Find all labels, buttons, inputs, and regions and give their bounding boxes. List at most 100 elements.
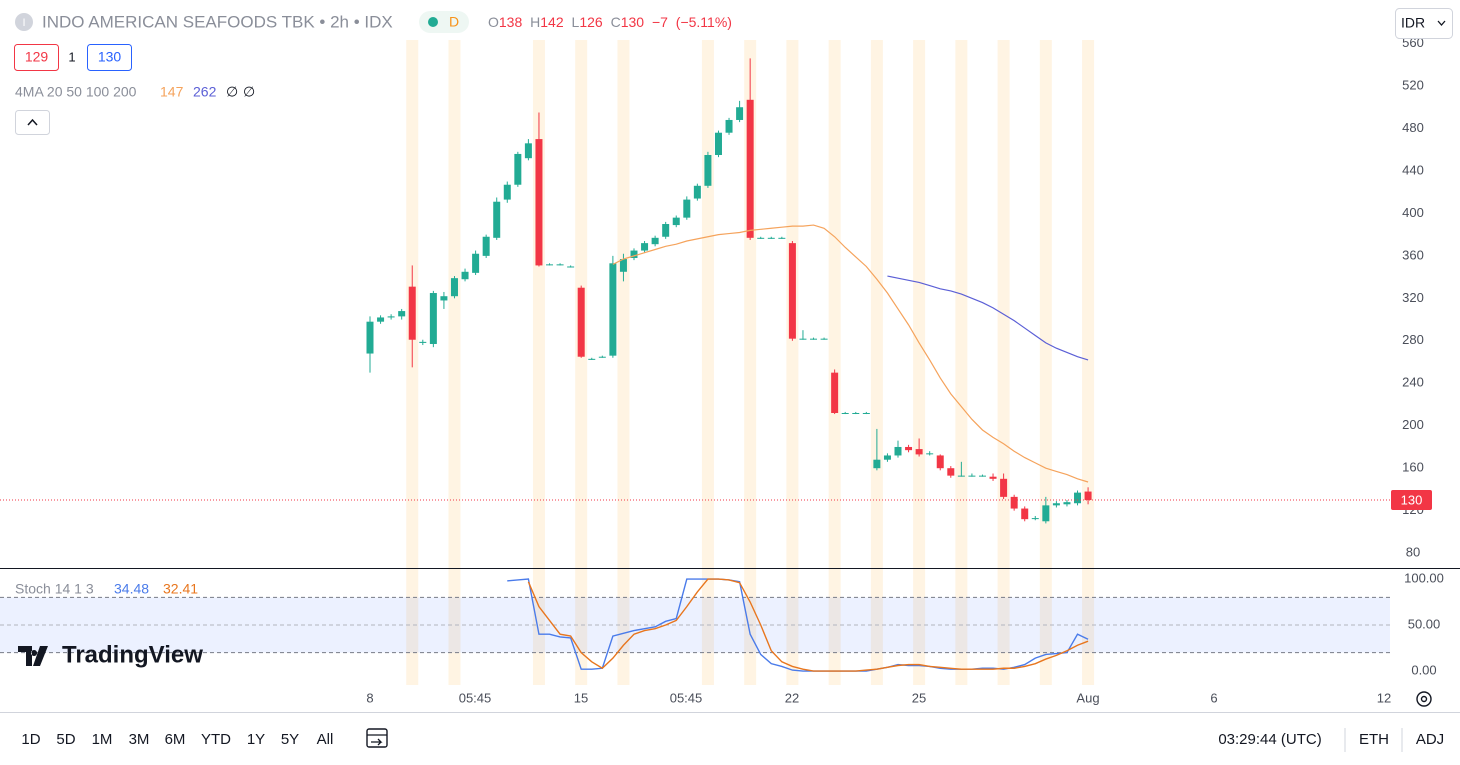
- period-button[interactable]: All: [317, 731, 334, 748]
- buy-price[interactable]: 130: [98, 49, 122, 65]
- y-tick-label: 160: [1402, 460, 1424, 475]
- x-tick-label: 8: [366, 690, 373, 705]
- candle-body: [546, 264, 554, 266]
- candle-body: [683, 199, 691, 218]
- settings-icon-core: [1420, 695, 1428, 703]
- y-tick-label: 320: [1402, 290, 1424, 305]
- x-tick-label: 12: [1377, 690, 1391, 705]
- symbol-title[interactable]: INDO AMERICAN SEAFOODS TBK • 2h • IDX: [42, 12, 393, 31]
- y-tick-label: 440: [1402, 162, 1424, 177]
- period-button[interactable]: 3M: [129, 731, 150, 748]
- period-button[interactable]: 1D: [21, 731, 40, 748]
- candle-body: [1063, 502, 1071, 505]
- candle-body: [366, 321, 374, 354]
- candle-body: [672, 217, 680, 226]
- candle-body: [398, 311, 406, 317]
- candle-body: [651, 237, 659, 245]
- candle-body: [1031, 518, 1039, 520]
- symbol-icon: [15, 13, 33, 31]
- candle-body: [1084, 491, 1092, 501]
- candle-body: [609, 263, 617, 356]
- ma-legend-label[interactable]: 4MA 20 50 100 200: [15, 84, 137, 100]
- candle-body: [408, 286, 416, 340]
- candle-body: [820, 338, 828, 340]
- candle-body: [693, 185, 701, 199]
- candle-body: [926, 453, 934, 455]
- candle-body: [746, 99, 754, 238]
- series-line: [887, 275, 1089, 361]
- logo-mark: [18, 646, 48, 666]
- settings-icon[interactable]: [1416, 691, 1432, 707]
- candle-body: [831, 372, 839, 413]
- session-stripe: [913, 40, 926, 685]
- ohlc-key: O: [488, 14, 499, 30]
- candle-body: [957, 475, 965, 477]
- session-stripe: [955, 40, 968, 685]
- candle-body: [419, 341, 427, 343]
- sell-price[interactable]: 129: [25, 49, 49, 65]
- adjust-toggle[interactable]: ADJ: [1416, 731, 1444, 748]
- session-stripe: [870, 40, 883, 685]
- candle-body: [725, 119, 733, 133]
- session-stripe: [1039, 40, 1052, 685]
- candle-body: [767, 237, 775, 239]
- y-tick-label: 200: [1402, 417, 1424, 432]
- collapse-button[interactable]: [15, 110, 50, 135]
- period-button[interactable]: 1M: [92, 731, 113, 748]
- ma100-value: ∅: [226, 84, 238, 100]
- ohlc-key: L: [572, 14, 580, 30]
- period-button[interactable]: 6M: [165, 731, 186, 748]
- candle-body: [577, 287, 585, 357]
- session-stripe: [575, 40, 588, 685]
- candle-body: [630, 250, 638, 258]
- session-flag: D: [449, 14, 459, 30]
- sell-button[interactable]: [14, 44, 59, 71]
- candle-body: [556, 264, 564, 266]
- buy-button[interactable]: [87, 44, 132, 71]
- currency-button[interactable]: [1395, 8, 1453, 39]
- y-tick-label: 100.00: [1404, 570, 1444, 585]
- stoch-k-value: 34.48: [114, 581, 149, 597]
- ma200-value: ∅: [243, 84, 255, 100]
- stoch-d-value: 32.41: [163, 581, 198, 597]
- y-tick-label: 80: [1406, 545, 1420, 560]
- candle-body: [524, 143, 532, 159]
- period-button[interactable]: 5Y: [281, 731, 299, 748]
- y-tick-label: 280: [1402, 332, 1424, 347]
- candle-body: [472, 253, 480, 273]
- currency[interactable]: IDR: [1401, 15, 1425, 31]
- clock[interactable]: 03:29:44 (UTC): [1218, 731, 1321, 748]
- candle-body: [947, 468, 955, 476]
- candle-body: [1052, 503, 1060, 506]
- change: −7: [652, 14, 668, 30]
- logo-text[interactable]: TradingView: [62, 641, 203, 668]
- candle-body: [736, 107, 744, 120]
- candle-body: [905, 446, 913, 451]
- stoch-label[interactable]: Stoch 14 1 3: [15, 581, 94, 597]
- last-price-badge: [1391, 490, 1432, 511]
- period-button[interactable]: 5D: [56, 731, 75, 748]
- session-toggle[interactable]: ETH: [1359, 731, 1389, 748]
- y-tick-label: 520: [1402, 77, 1424, 92]
- date-range-icon[interactable]: [366, 728, 388, 748]
- session-stripe: [701, 40, 714, 685]
- x-tick-label: 05:45: [670, 690, 703, 705]
- candle-body: [1042, 505, 1050, 522]
- ohlc-key: C: [611, 14, 621, 30]
- period-button[interactable]: 1Y: [247, 731, 265, 748]
- period-button[interactable]: YTD: [201, 731, 231, 748]
- ma50-value: 262: [193, 84, 217, 100]
- candle-body: [662, 224, 670, 237]
- series-line: [612, 224, 1089, 483]
- y-tick-label: 400: [1402, 205, 1424, 220]
- session-stripe: [786, 40, 799, 685]
- candle-body: [440, 296, 448, 301]
- session-stripe: [617, 40, 630, 685]
- date-range-icon-detail: [367, 734, 387, 746]
- ohlc-value: 130: [621, 14, 645, 30]
- candle-body: [1021, 508, 1029, 520]
- candle-body: [788, 243, 796, 339]
- candle-body: [873, 459, 881, 469]
- x-tick-label: 05:45: [459, 690, 492, 705]
